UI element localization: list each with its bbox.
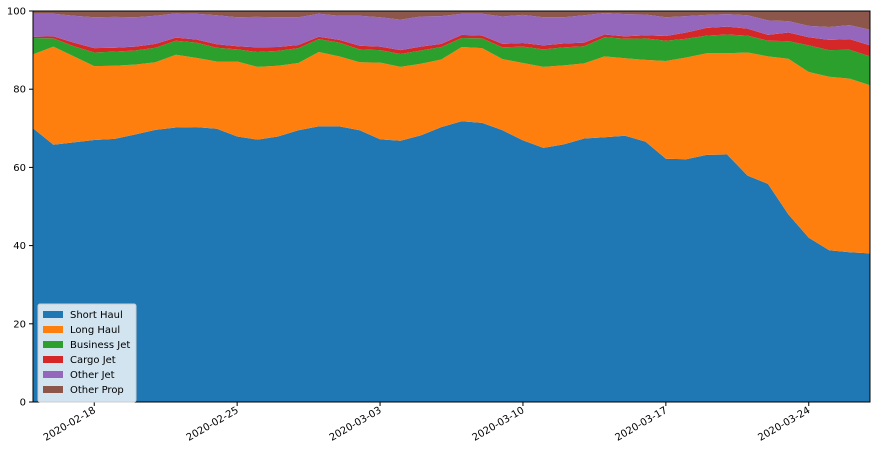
x-tick-label: 2020-03-24 bbox=[756, 405, 812, 444]
legend-swatch-other-jet bbox=[43, 371, 63, 378]
legend-swatch-cargo-jet bbox=[43, 356, 63, 363]
y-tick-label: 20 bbox=[13, 319, 26, 330]
legend-label-other-prop: Other Prop bbox=[70, 385, 124, 396]
y-tick-label: 40 bbox=[13, 241, 26, 252]
y-tick-label: 80 bbox=[13, 85, 26, 96]
area-cargo-jet bbox=[33, 26, 870, 57]
area-other-prop bbox=[33, 11, 870, 30]
area-series-group bbox=[33, 11, 870, 403]
legend-label-long-haul: Long Haul bbox=[70, 325, 120, 336]
x-tick-label: 2020-02-18 bbox=[42, 405, 98, 444]
legend-swatch-business-jet bbox=[43, 341, 63, 348]
x-tick-label: 2020-02-25 bbox=[185, 405, 241, 444]
legend-swatch-short-haul bbox=[43, 311, 63, 318]
area-short-haul bbox=[33, 121, 870, 403]
legend-swatch-long-haul bbox=[43, 326, 63, 333]
legend-label-other-jet: Other Jet bbox=[70, 370, 115, 381]
x-tick-label: 2020-03-17 bbox=[614, 405, 670, 444]
y-tick-label: 100 bbox=[7, 7, 26, 18]
area-long-haul bbox=[33, 46, 870, 254]
legend-label-cargo-jet: Cargo Jet bbox=[70, 355, 116, 366]
legend-label-business-jet: Business Jet bbox=[70, 340, 130, 351]
area-business-jet bbox=[33, 34, 870, 86]
y-tick-label: 0 bbox=[20, 398, 26, 409]
x-tick-label: 2020-03-10 bbox=[471, 405, 527, 444]
legend-label-short-haul: Short Haul bbox=[70, 310, 123, 321]
x-tick-label: 2020-03-03 bbox=[328, 405, 384, 444]
y-tick-label: 60 bbox=[13, 163, 26, 174]
plot-frame bbox=[32, 10, 871, 403]
area-other-jet bbox=[33, 12, 870, 51]
legend-swatch-other-prop bbox=[43, 386, 63, 393]
legend: Short Haul Long Haul Business Jet Cargo Jet… bbox=[37, 303, 137, 403]
